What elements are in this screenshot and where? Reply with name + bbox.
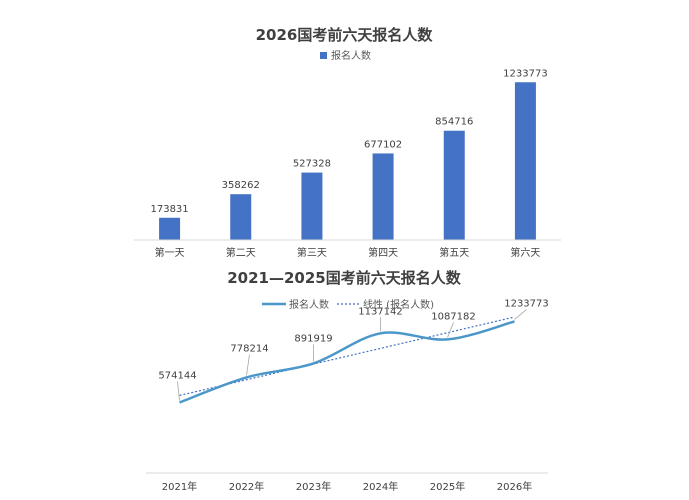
line-data-label: 574144 [158,370,196,381]
line-data-label: 1137142 [358,306,403,317]
bar-data-label: 1233773 [503,68,548,79]
linear-trendline [179,316,515,397]
bar [372,153,394,240]
trend-legend-label: 线性 (报名人数) [363,298,434,311]
bar [443,130,465,240]
bar-legend-label: 报名人数 [331,49,371,62]
line-legend-label: 报名人数 [289,298,329,311]
line-chart-title: 2021—2025国考前六天报名人数 [227,269,461,287]
label-leader-line [246,354,250,376]
x-tick-label: 第三天 [297,246,327,259]
registrations-line [179,320,515,404]
x-tick-label: 第六天 [510,246,540,259]
x-tick-label: 2023年 [296,480,331,493]
bar [230,194,252,240]
x-tick-label: 2021年 [162,480,197,493]
line-data-label: 1233773 [504,298,549,309]
line-chart-legend: 报名人数 线性 (报名人数) [262,298,434,311]
x-tick-label: 第一天 [155,246,185,259]
label-leader-line [447,322,454,338]
x-tick-label: 第二天 [226,246,256,259]
x-tick-label: 2026年 [497,480,532,493]
label-leader-line [514,309,527,320]
label-leader-line [177,381,180,401]
bar [514,82,536,240]
x-tick-label: 第四天 [368,246,398,259]
line-data-label: 778214 [230,343,268,354]
bar-data-label: 173831 [150,204,188,215]
bar-chart-legend: 报名人数 [320,49,371,62]
bar-data-label: 677102 [364,139,402,150]
line-chart: 2021—2025国考前六天报名人数 报名人数 线性 (报名人数) 574144… [146,269,549,493]
bar-chart: 2026国考前六天报名人数 报名人数 第一天 第二天 第三天 第四天 第五天 第六天 17… [134,26,561,259]
line-data-label: 1087182 [431,311,476,322]
bar-legend-swatch [320,52,327,59]
bar-data-label: 527328 [293,159,331,170]
x-tick-label: 2024年 [363,480,398,493]
x-tick-label: 2025年 [430,480,465,493]
x-tick-label: 2022年 [229,480,264,493]
bar-data-label: 358262 [222,180,260,191]
line-data-label: 891919 [294,333,332,344]
bar-data-label: 854716 [435,117,473,128]
bar-chart-title: 2026国考前六天报名人数 [256,26,434,44]
x-tick-label: 第五天 [439,246,469,259]
bar [159,217,181,240]
bar [301,172,323,240]
